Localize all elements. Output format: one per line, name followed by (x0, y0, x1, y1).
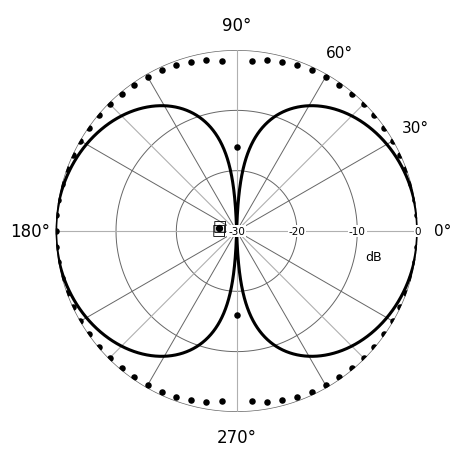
Point (247, 398, 255, 405)
Point (157, 388, 165, 395)
Point (380, 125, 387, 132)
Point (263, 57, 270, 64)
Point (359, 355, 367, 362)
Text: 180°: 180° (10, 223, 50, 240)
Point (278, 59, 285, 66)
Point (412, 212, 419, 219)
Point (106, 101, 113, 108)
Point (402, 166, 409, 174)
Point (144, 74, 151, 81)
Point (321, 382, 329, 389)
Point (118, 365, 125, 372)
Point (396, 304, 403, 311)
Point (130, 82, 138, 89)
Point (157, 68, 165, 75)
Point (69, 304, 76, 311)
Point (247, 58, 255, 65)
Point (69, 152, 76, 159)
Point (293, 393, 300, 400)
Point (144, 382, 151, 389)
Point (380, 331, 387, 338)
Point (187, 59, 194, 66)
Point (413, 228, 420, 235)
Text: 30°: 30° (401, 121, 428, 136)
Point (218, 58, 225, 65)
Point (118, 91, 125, 98)
Point (407, 181, 414, 188)
Point (76, 318, 84, 325)
Point (293, 63, 300, 70)
Point (52, 228, 59, 235)
Point (263, 399, 270, 406)
Point (347, 91, 355, 98)
Point (202, 399, 210, 406)
Point (202, 57, 210, 64)
Point (396, 152, 403, 159)
Point (85, 331, 93, 338)
Point (388, 318, 396, 325)
Point (370, 343, 377, 350)
Text: 60°: 60° (325, 46, 353, 61)
Point (53, 244, 60, 251)
Point (172, 63, 180, 70)
Point (85, 125, 93, 132)
Point (347, 365, 355, 372)
Point (335, 82, 342, 89)
Point (402, 289, 409, 297)
Text: 0: 0 (413, 226, 420, 237)
Point (172, 393, 180, 400)
Point (95, 343, 102, 350)
Text: -20: -20 (288, 226, 305, 237)
Point (95, 113, 102, 120)
Text: □: □ (211, 222, 225, 238)
Point (215, 225, 222, 232)
Point (106, 355, 113, 362)
Point (278, 397, 285, 404)
Point (55, 196, 62, 204)
Point (335, 374, 342, 381)
Point (76, 138, 84, 145)
Point (410, 196, 418, 204)
Text: □: □ (212, 219, 226, 233)
Point (321, 74, 329, 81)
Point (412, 244, 419, 251)
Text: -10: -10 (348, 226, 365, 237)
Point (53, 212, 60, 219)
Point (58, 275, 66, 282)
Point (307, 388, 315, 395)
Point (307, 68, 315, 75)
Point (58, 181, 66, 188)
Text: 0°: 0° (433, 224, 450, 239)
Point (232, 144, 240, 151)
Point (187, 397, 194, 404)
Point (130, 374, 138, 381)
Point (359, 101, 367, 108)
Point (63, 166, 70, 174)
Point (218, 398, 225, 405)
Point (388, 138, 396, 145)
Point (407, 275, 414, 282)
Point (232, 312, 240, 319)
Text: dB: dB (365, 251, 382, 264)
Text: 270°: 270° (216, 428, 256, 446)
Point (370, 113, 377, 120)
Point (63, 289, 70, 297)
Text: 90°: 90° (221, 17, 251, 35)
Point (55, 259, 62, 267)
Point (410, 259, 418, 267)
Text: -30: -30 (228, 226, 244, 237)
